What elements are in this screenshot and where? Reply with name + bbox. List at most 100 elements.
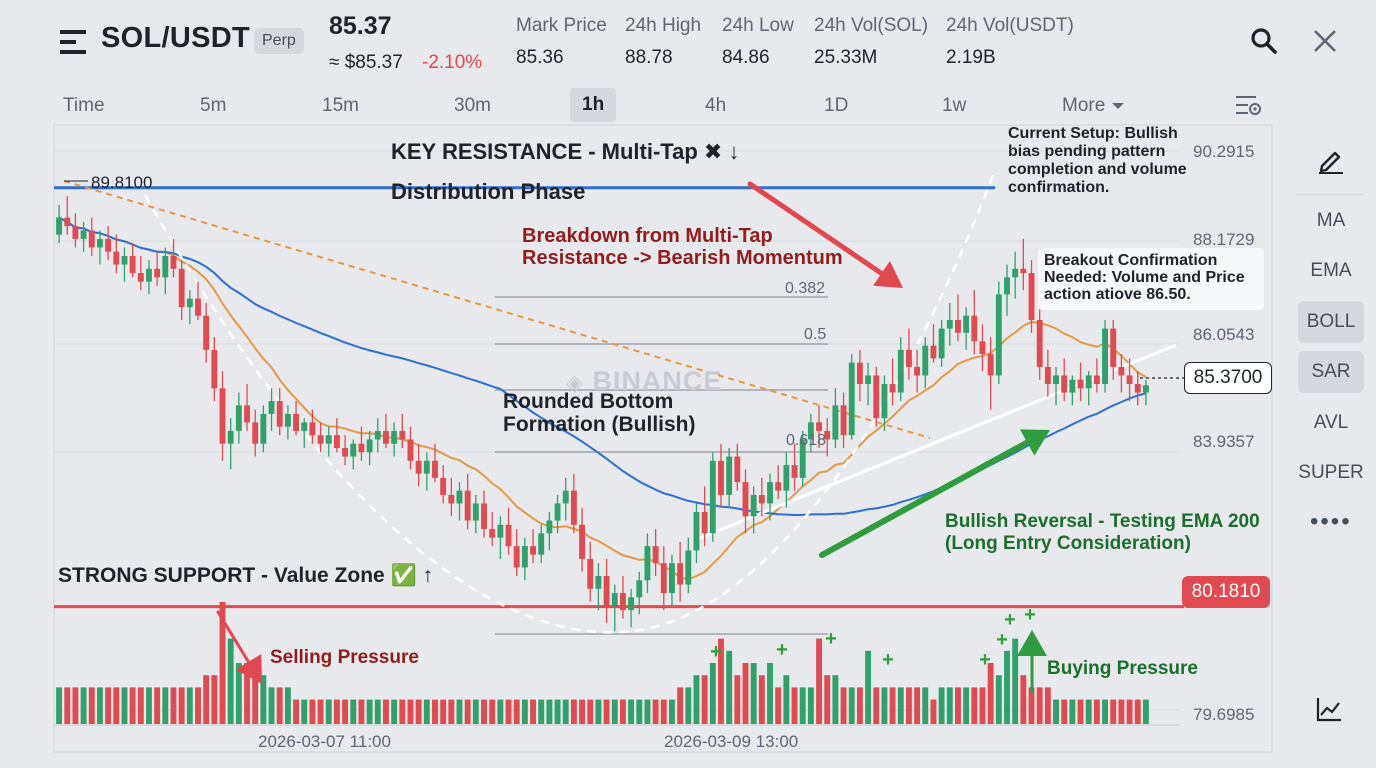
volume-bar: [489, 699, 496, 724]
volume-bar: [1053, 699, 1059, 724]
candle-body: [88, 230, 95, 248]
price-change: -2.10%: [422, 52, 483, 73]
tool-sar[interactable]: SAR: [1298, 351, 1364, 393]
candle-body: [64, 217, 71, 227]
annotation-selling: Selling Pressure: [270, 647, 419, 668]
volume-bar: [64, 687, 71, 724]
candle-body: [1142, 385, 1149, 393]
pencil-icon[interactable]: [1316, 144, 1346, 174]
candle-body: [579, 524, 586, 559]
candle-body: [415, 460, 422, 474]
volume-bar: [840, 687, 847, 724]
volume-bar: [472, 699, 479, 724]
line-chart-icon[interactable]: [1314, 694, 1344, 724]
candle-body: [235, 405, 242, 431]
volume-bar: [783, 675, 790, 724]
candle-body: [677, 563, 684, 585]
volume-bar: [80, 687, 87, 724]
volume-bar: [1061, 699, 1068, 724]
tab-15m[interactable]: 15m: [322, 95, 359, 116]
candle-body: [301, 422, 308, 431]
candle-body: [383, 430, 389, 444]
menu-icon[interactable]: [60, 30, 88, 54]
volume-bar: [922, 687, 929, 724]
volume-bar: [963, 687, 970, 724]
candle-body: [146, 268, 152, 282]
contract-badge: Perp: [254, 28, 304, 54]
candle-body: [1077, 379, 1084, 389]
fib-label: 0.5: [804, 326, 827, 343]
candle-body: [505, 524, 512, 547]
volume-bar: [979, 687, 986, 724]
volume-bar: [873, 687, 880, 724]
volume-bar: [775, 687, 782, 724]
tool-ma[interactable]: MA: [1316, 210, 1346, 231]
candle-body: [227, 430, 234, 444]
chart-settings-icon[interactable]: [1234, 93, 1262, 119]
trendline-dashed: [63, 180, 931, 439]
candle-body: [750, 494, 757, 517]
plus-marker-icon: +: [710, 641, 722, 663]
arrow-breakdown-head: [873, 260, 903, 288]
tab-1w[interactable]: 1w: [942, 95, 967, 116]
volume-bar: [317, 699, 324, 724]
volume-bar: [350, 699, 357, 724]
volume-bar: [293, 699, 300, 724]
volume-bar: [505, 699, 512, 724]
volume-bar: [742, 663, 749, 724]
close-icon[interactable]: [1312, 28, 1338, 54]
candle-body: [628, 597, 635, 611]
volume-bar: [481, 699, 487, 724]
volume-bar: [734, 675, 741, 724]
candle-body: [889, 384, 896, 393]
candle-body: [873, 375, 880, 419]
candle-body: [987, 354, 994, 376]
candle-body: [1093, 375, 1100, 384]
tab-4h[interactable]: 4h: [705, 95, 727, 116]
volume-bar: [889, 687, 896, 724]
volume-bar: [718, 638, 724, 724]
tab-30m[interactable]: 30m: [454, 95, 491, 116]
candle-body: [807, 422, 814, 440]
tool-ema[interactable]: EMA: [1310, 260, 1352, 281]
volume-bar: [235, 663, 242, 724]
candle-body: [333, 435, 340, 448]
candle-body: [497, 524, 504, 538]
volume-bar: [971, 687, 978, 724]
fib-label: 0.382: [785, 280, 826, 297]
candle-body: [709, 460, 716, 534]
candle-body: [1061, 375, 1068, 393]
tool-super[interactable]: SUPER: [1298, 462, 1364, 483]
candle-body: [718, 460, 724, 495]
tool-boll[interactable]: BOLL: [1298, 301, 1364, 343]
tab-time[interactable]: Time: [63, 95, 105, 116]
candle-body: [366, 439, 373, 453]
volume-bar: [946, 687, 953, 724]
candle-body: [137, 273, 144, 282]
volume-bar: [129, 687, 136, 724]
more-tools-icon[interactable]: ••••: [1310, 508, 1352, 535]
candle-body: [652, 546, 659, 564]
candle-body: [611, 593, 618, 606]
search-icon[interactable]: [1250, 27, 1278, 55]
candle-body: [775, 482, 782, 491]
candle-body: [129, 256, 136, 274]
watermark-text: BINANCE: [592, 366, 723, 396]
volume-bar: [628, 699, 635, 724]
candle-body: [342, 448, 349, 457]
pair-name[interactable]: SOL/USDT: [101, 22, 251, 54]
volume-bar: [72, 687, 79, 724]
tool-avl[interactable]: AVL: [1313, 412, 1349, 433]
candle-body: [562, 490, 569, 504]
annotation-breakdown: Breakdown from Multi-Tap Resistance -> B…: [522, 225, 843, 269]
volume-bar: [284, 687, 291, 724]
tab-5m[interactable]: 5m: [200, 95, 227, 116]
candle-body: [856, 362, 863, 384]
volume-bar: [415, 699, 422, 724]
volume-bar: [1093, 699, 1100, 724]
tab-1d[interactable]: 1D: [824, 95, 849, 116]
candle-body: [546, 520, 553, 534]
tab-1h[interactable]: 1h: [570, 88, 617, 122]
tab-more[interactable]: More: [1062, 93, 1125, 119]
